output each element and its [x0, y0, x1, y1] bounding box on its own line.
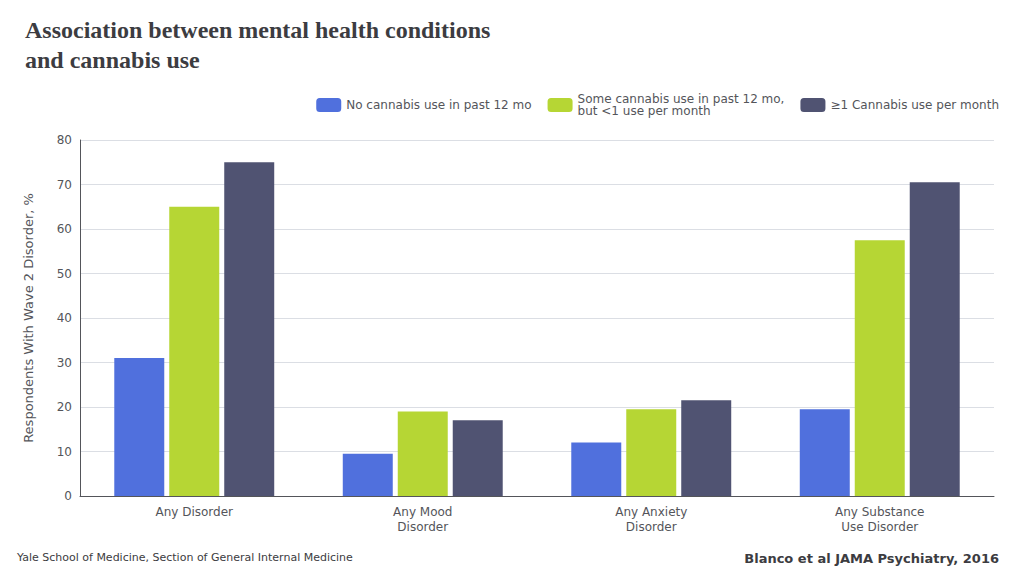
- svg-text:Use Disorder: Use Disorder: [841, 520, 918, 534]
- svg-text:0: 0: [64, 489, 72, 503]
- svg-text:Disorder: Disorder: [397, 520, 448, 534]
- svg-text:80: 80: [57, 133, 72, 147]
- svg-text:10: 10: [57, 445, 72, 459]
- svg-text:50: 50: [57, 267, 72, 281]
- svg-text:No cannabis use in past 12 mo: No cannabis use in past 12 mo: [346, 98, 531, 112]
- svg-text:Blanco et al JAMA Psychiatry,: Blanco et al JAMA Psychiatry, 2016: [744, 551, 999, 566]
- svg-text:30: 30: [57, 356, 72, 370]
- svg-text:Disorder: Disorder: [626, 520, 677, 534]
- svg-text:70: 70: [57, 178, 72, 192]
- svg-text:40: 40: [57, 311, 72, 325]
- svg-text:but <1 use per month: but <1 use per month: [578, 104, 711, 118]
- svg-text:20: 20: [57, 400, 72, 414]
- svg-text:60: 60: [57, 222, 72, 236]
- svg-text:Any Mood: Any Mood: [393, 505, 452, 519]
- svg-text:Any Anxiety: Any Anxiety: [615, 505, 687, 519]
- svg-text:≥1 Cannabis use per month: ≥1 Cannabis use per month: [830, 98, 999, 112]
- svg-text:Any Disorder: Any Disorder: [155, 505, 233, 519]
- svg-text:and cannabis use: and cannabis use: [25, 47, 200, 73]
- svg-text:Some cannabis use in past 12 m: Some cannabis use in past 12 mo,: [577, 92, 785, 106]
- svg-text:Association between mental hea: Association between mental health condit…: [25, 17, 490, 43]
- svg-text:Any Substance: Any Substance: [835, 505, 924, 519]
- svg-text:Respondents With Wave 2 Disord: Respondents With Wave 2 Disorder, %: [21, 193, 36, 443]
- svg-text:Yale School of Medicine, Secti: Yale School of Medicine, Section of Gene…: [16, 551, 353, 564]
